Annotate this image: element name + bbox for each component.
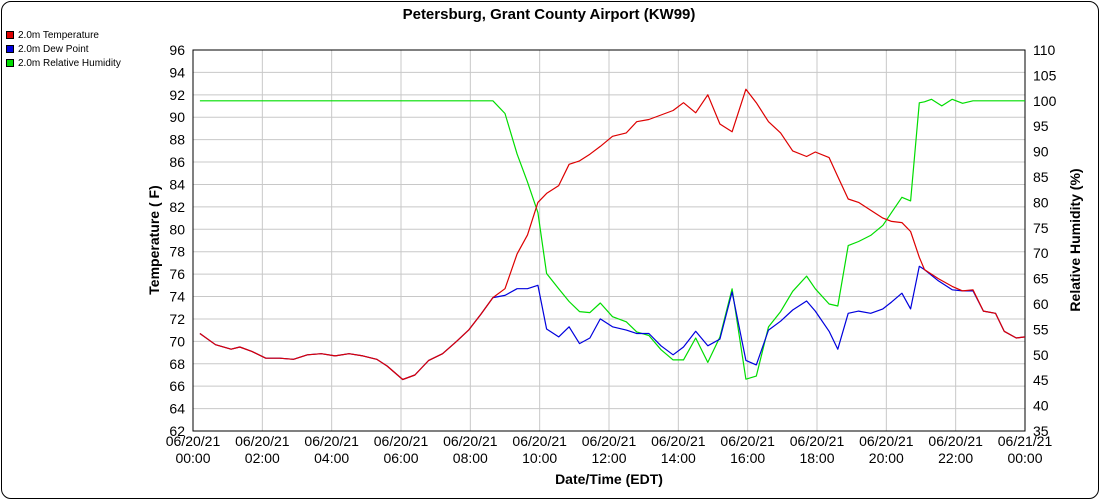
y-right-tick-label: 95	[1033, 118, 1049, 134]
y-right-tick-label: 65	[1033, 271, 1049, 287]
y-left-tick-label: 92	[169, 87, 185, 103]
y-left-tick-label: 68	[169, 356, 185, 372]
y-right-tick-label: 70	[1033, 245, 1049, 261]
x-tick-label-time: 10:00	[522, 450, 557, 466]
x-tick-label-date: 06/20/21	[720, 433, 775, 449]
y-left-tick-label: 64	[169, 401, 185, 417]
x-tick-label-time: 00:00	[175, 450, 210, 466]
y-right-tick-label: 110	[1033, 42, 1056, 58]
legend-label-temperature: 2.0m Temperature	[18, 29, 99, 41]
x-tick-label-time: 14:00	[661, 450, 696, 466]
y-right-tick-label: 75	[1033, 220, 1049, 236]
legend: 2.0m Temperature 2.0m Dew Point 2.0m Rel…	[6, 28, 121, 70]
y-left-tick-label: 62	[169, 423, 185, 439]
y-right-tick-label: 100	[1033, 93, 1057, 109]
y-right-tick-label: 85	[1033, 169, 1049, 185]
x-tick-label-date: 06/20/21	[443, 433, 498, 449]
y-left-tick-labels: 62 64 66 68 70 72 74 76 78 80 82 84 86 88 90 92 94 96	[169, 42, 185, 439]
x-tick-label-date: 06/21/21	[998, 433, 1053, 449]
x-tick-label-time: 22:00	[938, 450, 973, 466]
y-left-tick-label: 72	[169, 311, 185, 327]
x-tick-label-date: 06/20/21	[166, 433, 221, 449]
legend-item-dew-point: 2.0m Dew Point	[6, 42, 121, 56]
x-tick-label-time: 00:00	[1007, 450, 1042, 466]
y-left-tick-label: 86	[169, 154, 185, 170]
y-left-tick-label: 66	[169, 378, 185, 394]
y-left-tick-label: 80	[169, 221, 185, 237]
y-left-tick-label: 96	[169, 42, 185, 58]
y-right-tick-labels: 35 40 45 50 55 60 65 70 75 80 85 90 95 100 105 110	[1033, 42, 1057, 439]
x-tick-label-time: 20:00	[869, 450, 904, 466]
y-right-axis-label: Relative Humidity (%)	[1067, 168, 1083, 311]
y-right-tick-label: 105	[1033, 67, 1057, 83]
x-tick-label-date: 06/20/21	[651, 433, 706, 449]
y-left-tick-label: 70	[169, 333, 185, 349]
y-right-tick-label: 60	[1033, 296, 1049, 312]
y-right-tick-label: 45	[1033, 372, 1049, 388]
y-left-tick-label: 90	[169, 109, 185, 125]
legend-label-relative-humidity: 2.0m Relative Humidity	[18, 57, 121, 69]
legend-label-dew-point: 2.0m Dew Point	[18, 43, 89, 55]
legend-item-temperature: 2.0m Temperature	[6, 28, 121, 42]
x-tick-label-time: 02:00	[245, 450, 280, 466]
x-axis-label: Date/Time (EDT)	[555, 471, 663, 487]
y-left-tick-label: 94	[169, 64, 185, 80]
y-left-tick-label: 74	[169, 289, 185, 305]
x-tick-label-date: 06/20/21	[859, 433, 914, 449]
y-left-tick-label: 88	[169, 132, 185, 148]
y-right-tick-label: 35	[1033, 423, 1049, 439]
x-tick-label-date: 06/20/21	[512, 433, 567, 449]
x-tick-label-date: 06/20/21	[582, 433, 637, 449]
x-tick-label-date: 06/20/21	[790, 433, 845, 449]
x-tick-label-time: 08:00	[453, 450, 488, 466]
legend-swatch-temperature	[6, 31, 14, 39]
x-tick-label-time: 18:00	[799, 450, 834, 466]
gridlines	[192, 49, 1026, 432]
x-tick-label-date: 06/20/21	[235, 433, 290, 449]
x-tick-label-date: 06/20/21	[928, 433, 983, 449]
series-line-2-0m-temperature	[199, 88, 1026, 381]
y-left-tick-label: 78	[169, 244, 185, 260]
y-left-axis-label: Temperature ( F)	[146, 185, 162, 294]
plot-area	[192, 49, 1026, 432]
x-tick-label-time: 16:00	[730, 450, 765, 466]
chart-title: Petersburg, Grant County Airport (KW99)	[403, 6, 696, 23]
x-tick-label-time: 06:00	[383, 450, 418, 466]
y-right-tick-label: 80	[1033, 194, 1049, 210]
series-line-2-0m-relative-humidity	[199, 98, 1025, 380]
y-left-tick-label: 84	[169, 176, 185, 192]
y-left-tick-label: 76	[169, 266, 185, 282]
x-tick-label-date: 06/20/21	[304, 433, 359, 449]
legend-item-relative-humidity: 2.0m Relative Humidity	[6, 56, 121, 70]
series-line-2-0m-dew-point	[199, 265, 1026, 381]
x-tick-label-date: 06/20/21	[374, 433, 429, 449]
y-right-tick-label: 55	[1033, 321, 1049, 337]
y-right-tick-label: 90	[1033, 144, 1049, 160]
series-lines	[199, 88, 1026, 381]
y-right-tick-label: 50	[1033, 347, 1049, 363]
legend-swatch-relative-humidity	[6, 59, 14, 67]
x-tick-label-time: 12:00	[591, 450, 626, 466]
y-left-tick-label: 82	[169, 199, 185, 215]
legend-swatch-dew-point	[6, 45, 14, 53]
x-tick-labels: 06/20/2100:0006/20/2102:0006/20/2104:000…	[166, 433, 1053, 466]
y-right-tick-label: 40	[1033, 398, 1049, 414]
x-tick-label-time: 04:00	[314, 450, 349, 466]
